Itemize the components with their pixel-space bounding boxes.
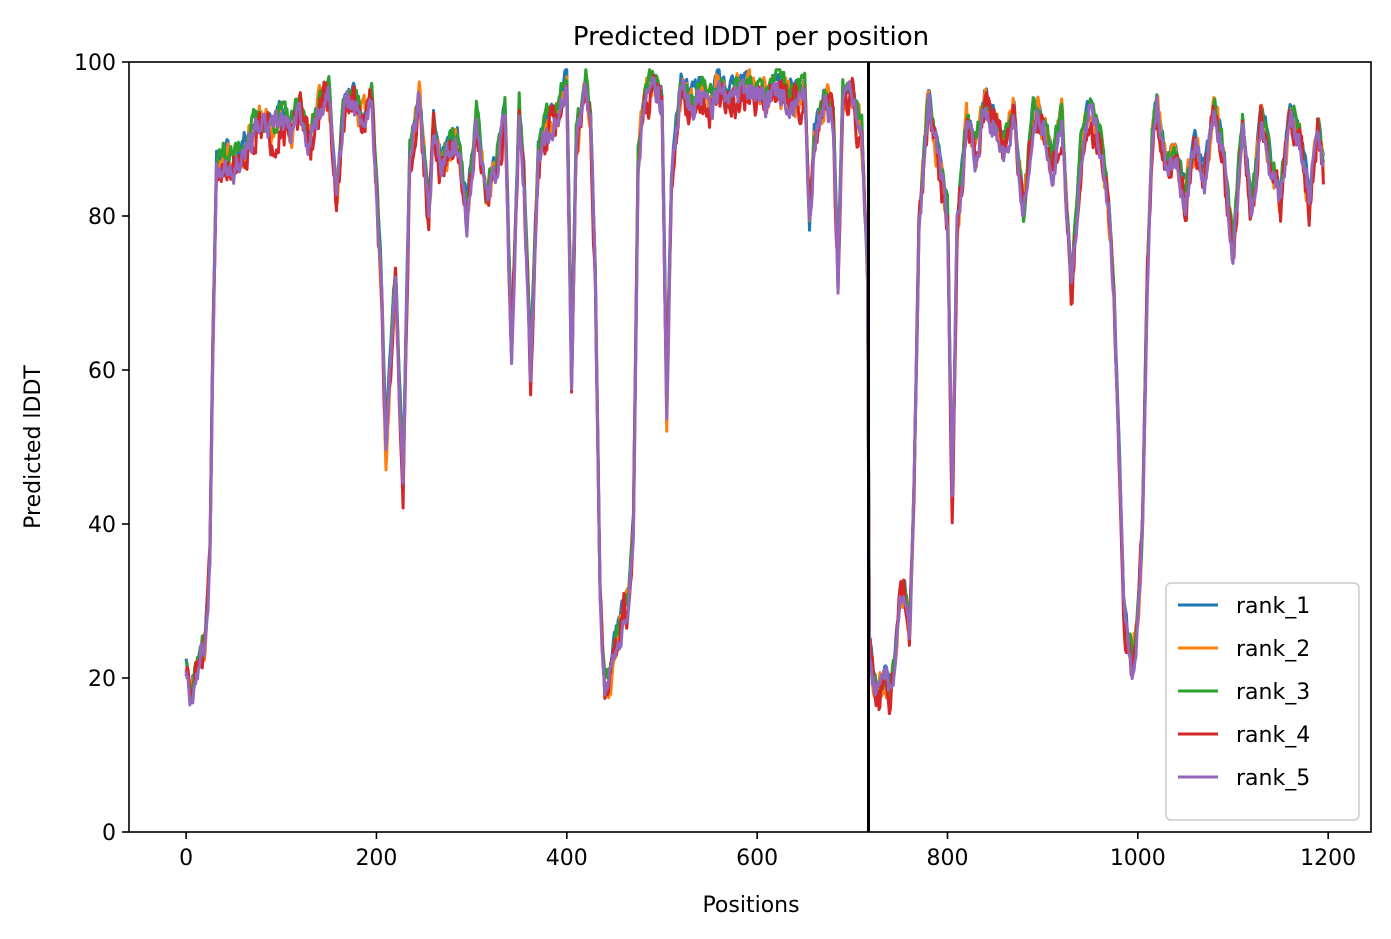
y-tick-label: 40 (88, 513, 116, 538)
legend-label-rank_4: rank_4 (1236, 723, 1310, 748)
x-axis-ticks: 0 200 400 600 800 1000 1200 (179, 832, 1356, 871)
y-tick-label: 20 (88, 667, 116, 692)
legend-box (1165, 582, 1360, 821)
x-tick-label: 200 (355, 846, 397, 871)
y-axis-ticks: 0 20 40 60 80 100 (74, 51, 129, 846)
chart-title: Predicted lDDT per position (573, 22, 929, 52)
x-tick-label: 600 (736, 846, 778, 871)
y-axis-label: Predicted lDDT (21, 365, 46, 529)
legend-label-rank_1: rank_1 (1236, 594, 1310, 619)
legend-label-rank_3: rank_3 (1236, 680, 1310, 705)
y-tick-label: 60 (88, 359, 116, 384)
y-tick-label: 100 (74, 51, 116, 76)
series-line-rank_5 (184, 76, 1325, 707)
y-tick-label: 0 (102, 821, 116, 846)
x-axis-label: Positions (702, 893, 799, 918)
y-tick-label: 80 (88, 205, 116, 230)
series-layer (184, 68, 1325, 716)
legend: rank_1 rank_2 rank_3 rank_4 rank_5 (1165, 582, 1360, 821)
legend-label-rank_2: rank_2 (1236, 637, 1310, 662)
x-tick-label: 1200 (1300, 846, 1356, 871)
plot-frame (128, 61, 1372, 833)
x-tick-label: 0 (179, 846, 193, 871)
x-tick-label: 800 (926, 846, 968, 871)
x-tick-label: 400 (546, 846, 588, 871)
x-tick-label: 1000 (1110, 846, 1166, 871)
legend-label-rank_5: rank_5 (1236, 766, 1310, 791)
